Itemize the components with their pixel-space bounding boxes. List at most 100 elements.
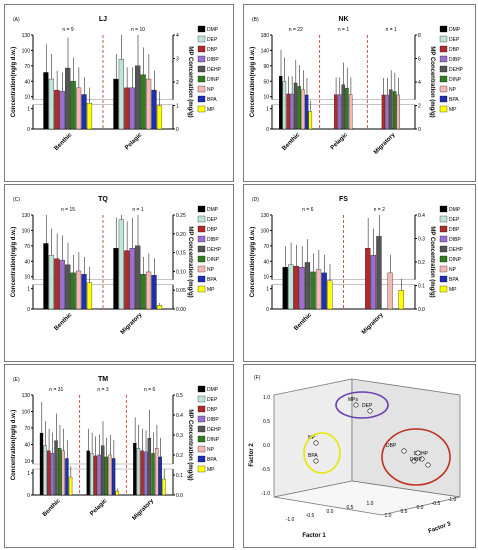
y-tick-label: 100 (22, 410, 31, 416)
y2-tick-label: 0.0 (418, 307, 425, 313)
y2-tick-label: 0.10 (176, 269, 186, 275)
y2-tick-label: 0.2 (176, 453, 183, 459)
sample-size-label: n = 6 (302, 207, 313, 213)
y2-tick-label: 0.00 (176, 307, 186, 313)
bar-dep (43, 445, 47, 496)
sample-size-label: n = 1 (132, 207, 143, 213)
bar-dinp (140, 74, 146, 130)
cluster-ellipse (335, 391, 389, 419)
legend-swatch-mp (197, 105, 206, 113)
bar-np (76, 87, 82, 130)
bar-bpa (321, 272, 327, 310)
y2-tick-label: 6 (418, 57, 421, 63)
y-tick-label: 0 (27, 493, 30, 499)
legend-label: DIBP (449, 237, 461, 243)
bar-bpa (111, 458, 116, 496)
bar-dibp (97, 454, 101, 496)
legend-label: DEHP (207, 247, 222, 253)
panel-label: (C) (13, 197, 20, 203)
factor1-tick-label: -1.0 (286, 517, 295, 523)
legend-label: DIBP (449, 57, 461, 63)
chart-title: TM (98, 376, 108, 383)
y-axis-label: Concentration(ng/g d.w.) (11, 227, 17, 297)
y2-axis-label: MP Concentration (mg/g) (187, 226, 193, 297)
legend-label: NP (207, 87, 215, 93)
bar-dibp (290, 93, 294, 130)
y-axis-label: Concentration(ng/g d.w.) (11, 410, 17, 480)
sample-size-label: n = 1 (338, 27, 349, 33)
bar-dinp (70, 81, 76, 130)
bar-mp (86, 282, 93, 310)
point-label: DEHP (414, 451, 429, 457)
y-tick-label: 140 (261, 48, 270, 54)
legend-label: DMP (449, 207, 461, 213)
bar-dehp (304, 262, 311, 310)
y-tick-label: 40 (24, 259, 30, 265)
category-label: Benthic (42, 498, 62, 518)
legend-swatch-dep (439, 35, 448, 43)
chart-fs: (D) FS Concentration(ng/g d.w.) MP Concentr… (250, 196, 464, 336)
bar-np (301, 89, 305, 130)
legend-label: DEHP (449, 67, 464, 73)
y-tick-label: 180 (261, 33, 270, 39)
legend-swatch-dbp (197, 45, 206, 53)
legend-label: NP (449, 87, 457, 93)
legend-label: DMP (207, 27, 219, 33)
category-label: Pelagic (330, 132, 350, 152)
legend-swatch-dmp (197, 25, 206, 33)
bar-dehp (65, 264, 71, 310)
legend-label: NP (207, 447, 215, 453)
legend-swatch-dep (439, 215, 448, 223)
y-tick-label: 0 (27, 307, 30, 313)
sample-size-label: n = 3 (97, 387, 108, 393)
category-label: Pelagic (89, 498, 109, 518)
y-tick-label: 1 (27, 107, 30, 113)
legend-swatch-dehp (197, 65, 206, 73)
category-label: Benthic (281, 132, 301, 152)
bar-dmp (43, 243, 49, 310)
bar-bpa (304, 94, 309, 130)
bar-dep (136, 448, 141, 496)
y-tick-label: 1 (27, 287, 30, 293)
legend-swatch-dbp (197, 225, 206, 233)
legend-label: DEP (207, 37, 218, 43)
legend-label: MP (207, 287, 215, 293)
bar-dibp (337, 94, 342, 130)
legend-label: MP (449, 287, 457, 293)
legend-label: DBP (449, 227, 460, 233)
y2-tick-label: 0.4 (418, 213, 425, 219)
bar-dmp (86, 450, 90, 496)
y-tick-label: 40 (263, 259, 269, 265)
y2-tick-label: 0 (418, 127, 421, 133)
bar-mp (162, 478, 166, 496)
bar-bpa (151, 275, 157, 310)
y2-tick-label: 0.25 (176, 213, 186, 219)
legend-swatch-np (439, 85, 448, 93)
category-label: Pelagic (124, 132, 144, 152)
legend-label: DMP (207, 207, 219, 213)
bar-mp (327, 280, 333, 310)
y2-tick-label: 4 (418, 80, 421, 86)
bar-mp (68, 476, 73, 496)
bar-dibp (299, 267, 305, 310)
y2-tick-label: 8 (418, 33, 421, 39)
bar-dep (118, 219, 124, 310)
legend-swatch-dinp (439, 255, 448, 263)
bar-dep (90, 453, 94, 496)
y-tick-label: 1 (266, 107, 269, 113)
panel-label: (E) (13, 377, 20, 383)
bar-dinp (345, 87, 349, 130)
bar-dep (48, 78, 54, 130)
factor2-tick-label: 1.0 (263, 395, 270, 401)
bar-dinp (310, 271, 316, 310)
legend-label: DIBP (207, 57, 219, 63)
y-tick-label: 10 (24, 95, 30, 101)
legend-swatch-dbp (197, 405, 206, 413)
legend-swatch-dinp (197, 75, 206, 83)
y2-tick-label: 0.3 (418, 237, 425, 243)
category-label: Benthic (54, 132, 74, 152)
bar-bpa (158, 456, 162, 496)
bar-dehp (376, 236, 382, 310)
y2-tick-label: 0.4 (176, 413, 183, 419)
bar-np (76, 270, 82, 310)
